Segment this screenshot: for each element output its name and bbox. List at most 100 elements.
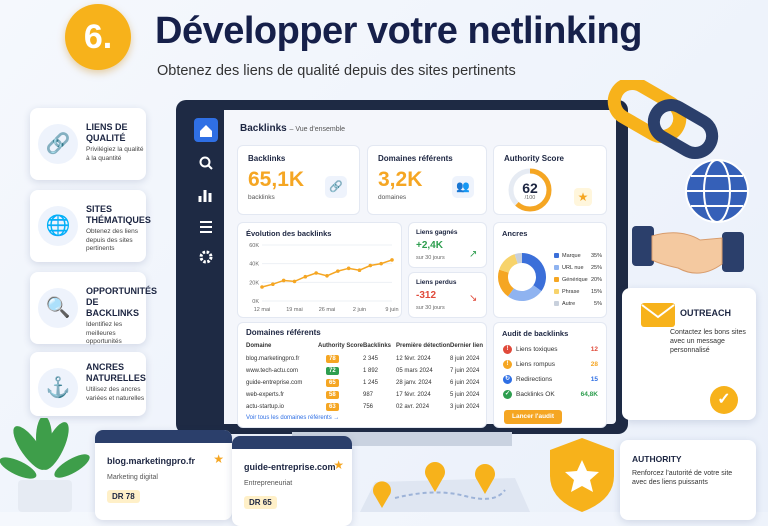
site-domain: guide-entreprise.com <box>244 462 336 472</box>
hands <box>651 232 723 274</box>
chart-icon[interactable] <box>198 190 212 202</box>
donut-slice <box>498 269 514 297</box>
outreach-text: Contactez les bons sites avec un message… <box>670 329 746 354</box>
x-tick-label: 9 juin <box>385 307 398 313</box>
browser-bar <box>232 436 352 449</box>
column-header: Dernier lien <box>450 343 484 349</box>
authority-max: /100 <box>524 195 536 201</box>
audit-label: Liens toxiques <box>516 346 558 353</box>
dash-title: Backlinks – Vue d'ensemble <box>240 123 345 134</box>
table-row: actu-startup.io 63 756 02 avr. 2024 3 juin 2… <box>238 403 486 416</box>
legend-swatch <box>554 301 559 306</box>
kpi-label: Domaines référents <box>378 154 453 163</box>
point <box>260 285 264 289</box>
number-badge: 6. <box>65 4 131 70</box>
page: Netlinking *{box-sizing:border-box} body… <box>0 0 768 512</box>
chain-icon <box>607 80 719 159</box>
x-tick-label: 2 juin <box>353 307 366 313</box>
kpi-card: Backlinks 65,1K backlinks 🔗 <box>237 145 360 215</box>
audit-value: 28 <box>590 361 598 368</box>
audit-button[interactable]: Lancer l'audit <box>504 410 562 424</box>
audit-label: Liens rompus <box>516 361 556 368</box>
feature-title: LIENS DE QUALITÉ <box>86 122 128 143</box>
feature-card: ⚓ ANCRES NATURELLES Utilisez des ancres va… <box>30 352 146 416</box>
sleeve-right <box>722 232 744 272</box>
kpi-unit: backlinks <box>248 194 275 201</box>
point <box>325 274 329 278</box>
map-pins <box>360 462 530 512</box>
sidebar <box>188 110 224 424</box>
authority-ring <box>508 168 552 212</box>
feature-icon: ⚓ <box>38 368 78 408</box>
table-cell: 72 <box>326 367 339 375</box>
x-tick-label: 19 mai <box>286 307 303 313</box>
table-cell: 987 <box>363 392 374 398</box>
feature-title: ANCRES NATURELLES <box>86 362 146 383</box>
gained-label: Liens gagnés <box>416 229 458 236</box>
table-cell: 65 <box>326 379 339 387</box>
lost-label: Liens perdus <box>416 279 457 286</box>
star: ★ <box>213 452 224 466</box>
legend-value: 20% <box>591 277 602 283</box>
table-cell: 756 <box>363 404 374 410</box>
legend-value: 15% <box>591 289 602 295</box>
list-icon[interactable] <box>200 221 212 233</box>
domains-link[interactable]: Voir tous les domaines référents → <box>246 415 340 421</box>
pot <box>18 480 72 512</box>
legend-label: Générique <box>562 277 588 283</box>
check-icon: ✓ <box>710 386 738 414</box>
browser-bar <box>95 430 232 443</box>
point <box>314 271 318 275</box>
table-cell: web-experts.fr <box>246 392 285 398</box>
domains-card: Domaines référents Voir tous les domaine… <box>237 322 487 428</box>
gained-value: +2,4K <box>416 240 443 251</box>
site-category: Entrepreneuriat <box>244 480 293 487</box>
audit-value: 64,8K <box>580 391 598 398</box>
audit-value: 15 <box>590 376 598 383</box>
ring-value <box>508 168 552 212</box>
table-cell: 63 <box>326 403 339 411</box>
table-cell: guide-entreprise.com <box>246 380 303 386</box>
site-dr: DR 65 <box>244 496 277 509</box>
y-tick-label: 40K <box>249 262 259 268</box>
table-cell: 78 <box>326 355 339 363</box>
point <box>379 261 383 266</box>
shield-icon <box>550 438 614 512</box>
settings-icon[interactable] <box>199 250 213 264</box>
legend-swatch <box>554 265 559 270</box>
site-domain: blog.marketingpro.fr <box>107 456 196 466</box>
anchors-card: Ancres Marque 35% URL nue 25% Générique 20% Ph… <box>493 222 607 318</box>
audit-icon: ✓ <box>503 390 512 399</box>
outreach-card: OUTREACH Contactez les bons sites avec u… <box>622 288 756 420</box>
point <box>271 282 275 286</box>
envelope-icon <box>641 303 675 327</box>
table-cell: 58 <box>326 391 339 399</box>
point <box>346 266 351 271</box>
authority-label: Authority Score <box>504 154 565 163</box>
legend-label: URL nue <box>562 265 584 271</box>
table-row: web-experts.fr 58 987 17 févr. 2024 5 juin 2… <box>238 391 486 404</box>
feature-icon: 🔗 <box>38 124 78 164</box>
audit-icon: ! <box>503 360 512 369</box>
subtitle: Obtenez des liens de qualité depuis des … <box>157 63 516 79</box>
x-tick-label: 26 mai <box>319 307 336 313</box>
point <box>292 279 297 284</box>
audit-value: 12 <box>590 346 598 353</box>
feature-text: Identifiez les meilleures opportunités <box>86 321 123 345</box>
y-tick-label: 20K <box>249 280 259 286</box>
number: 6. <box>83 18 113 56</box>
point <box>281 278 286 283</box>
down-arrow: ↘ <box>469 293 478 304</box>
x-tick-label: 12 mai <box>254 307 271 313</box>
authority-promo-text: Renforcez l'autorité de votre site avec … <box>632 470 733 486</box>
point <box>357 268 362 272</box>
search-icon[interactable] <box>199 156 211 168</box>
site-card: blog.marketingpro.fr ★ Marketing digital DR… <box>95 430 232 520</box>
table-cell: 3 juin 2024 <box>450 404 480 410</box>
feature-icon: 🔍 <box>38 288 78 328</box>
plant <box>0 418 90 512</box>
lost-card: Liens perdus -312 sur 30 jours ↘ <box>408 272 487 318</box>
authority-value: 62 <box>522 180 538 196</box>
legend-value: 25% <box>591 265 602 271</box>
chain-link-navy <box>647 99 719 159</box>
